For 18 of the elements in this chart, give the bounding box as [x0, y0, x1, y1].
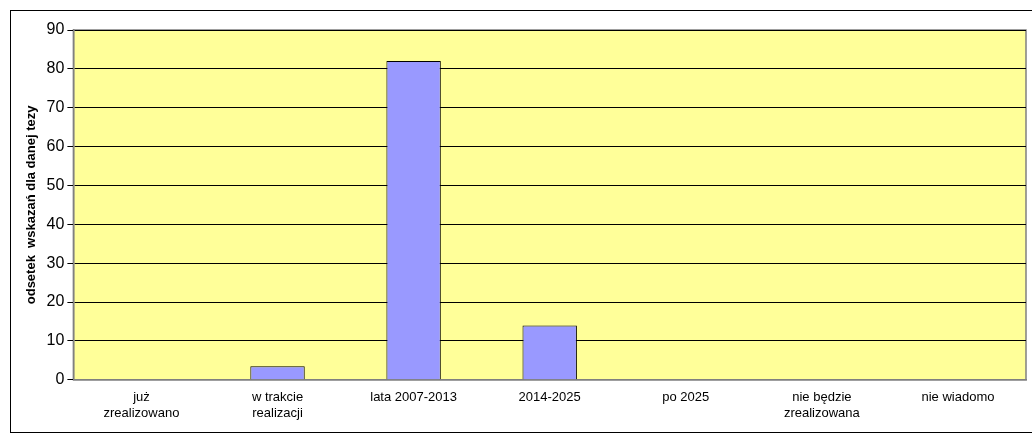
y-tick-label: 20 — [46, 292, 65, 310]
y-tick-label: 10 — [46, 331, 65, 349]
y-tick-label: 40 — [46, 214, 65, 232]
y-tick-label: 90 — [46, 20, 65, 38]
y-axis-title: odsetek wskazań dla danej tezy — [23, 104, 39, 305]
x-tick-label: lata 2007-2013 — [370, 389, 457, 405]
x-tick-label: 2014-2025 — [518, 389, 581, 405]
x-tick-label: nie będzie zrealizowana — [783, 389, 861, 420]
y-tick-label: 70 — [46, 98, 65, 116]
x-tick-label: w trakcie realizacji — [250, 389, 304, 420]
x-tick-label: już zrealizowano — [103, 389, 180, 420]
x-tick-label: po 2025 — [662, 389, 710, 405]
y-tick-label: 60 — [46, 137, 65, 155]
y-tick-label: 0 — [55, 370, 65, 388]
y-tick-label: 80 — [46, 59, 65, 77]
y-tick-label: 30 — [46, 253, 65, 271]
x-tick-label: nie wiadomo — [921, 389, 995, 405]
y-tick-label: 50 — [46, 175, 65, 193]
